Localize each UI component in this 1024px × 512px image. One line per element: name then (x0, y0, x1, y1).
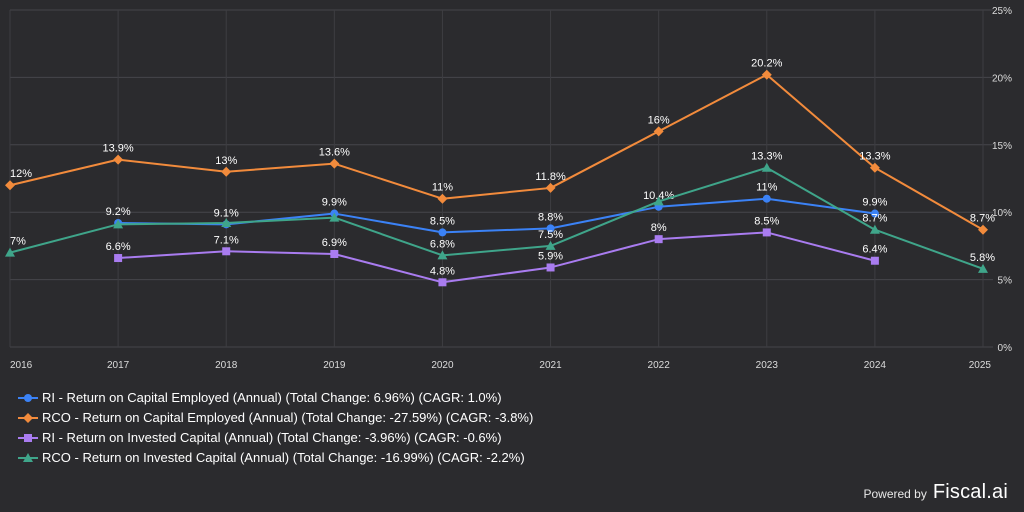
data-point (545, 182, 556, 193)
legend-item[interactable]: RI - Return on Capital Employed (Annual)… (18, 388, 533, 408)
data-label: 9.1% (214, 207, 239, 219)
data-point (438, 228, 447, 237)
line-chart: 0% 5% 10% 15% 20% 25% 2016 2017 2018 2019 2020 2021… (5, 6, 1013, 371)
data-point (762, 228, 771, 237)
data-label: 13.6% (319, 147, 350, 159)
brand-logo: Fiscal.ai (932, 481, 1008, 503)
data-label: 8.5% (754, 215, 779, 227)
data-label: 6.6% (106, 241, 131, 253)
data-point (113, 154, 124, 165)
legend-label: RI - Return on Capital Employed (Annual)… (42, 390, 502, 405)
data-point (761, 162, 772, 172)
legend-marker-icon (18, 434, 38, 442)
data-label: 9.9% (862, 197, 887, 209)
y-tick-label: 15% (992, 141, 1012, 152)
legend-marker-icon (18, 413, 38, 423)
branding: Powered by Fiscal.ai (863, 481, 1008, 504)
data-label: 9.2% (106, 206, 131, 218)
data-point (546, 263, 555, 272)
data-point (329, 212, 340, 222)
data-point (5, 247, 15, 257)
data-point (221, 166, 232, 177)
legend-label: RI - Return on Invested Capital (Annual)… (42, 430, 502, 445)
data-point (978, 263, 988, 273)
data-label: 8.5% (430, 215, 455, 227)
data-point (330, 249, 339, 258)
data-point (653, 126, 664, 137)
legend-marker-icon (18, 394, 38, 402)
data-label: 8.8% (538, 211, 563, 223)
data-point (869, 224, 880, 234)
legend-label: RCO - Return on Capital Employed (Annual… (42, 410, 534, 425)
data-label: 7.5% (538, 229, 563, 241)
data-point (870, 256, 879, 265)
x-tick-label: 2016 (10, 360, 33, 371)
data-point (222, 247, 231, 256)
data-point (113, 219, 124, 229)
data-point (653, 196, 664, 206)
data-point (762, 194, 771, 203)
data-label: 6.4% (862, 244, 887, 256)
y-tick-label: 5% (998, 276, 1013, 287)
data-point (870, 209, 879, 218)
data-label: 4.8% (430, 265, 455, 277)
data-point (114, 254, 123, 263)
data-label: 7.1% (214, 234, 239, 246)
data-label: 20.2% (751, 58, 782, 70)
data-label: 9.9% (322, 197, 347, 209)
y-tick-label: 10% (992, 208, 1012, 219)
data-point (329, 158, 340, 169)
x-tick-label: 2023 (756, 360, 779, 371)
data-point (5, 180, 15, 191)
data-label: 6.9% (322, 237, 347, 249)
x-tick-label: 2024 (864, 360, 887, 371)
series-line (9, 166, 984, 270)
data-label: 7% (10, 236, 26, 248)
x-tick-label: 2021 (539, 360, 562, 371)
data-point (437, 193, 448, 204)
y-tick-label: 20% (992, 73, 1012, 84)
x-tick-label: 2025 (969, 360, 992, 371)
y-tick-label: 0% (998, 343, 1013, 354)
data-label: 11% (432, 182, 453, 194)
series-line (118, 231, 876, 284)
data-label: 8.7% (970, 213, 995, 225)
data-point (869, 162, 880, 173)
powered-by-text: Powered by (863, 487, 927, 501)
x-tick-label: 2019 (323, 360, 346, 371)
legend-item[interactable]: RCO - Return on Invested Capital (Annual… (18, 448, 533, 468)
y-tick-label: 25% (992, 6, 1012, 17)
legend-item[interactable]: RCO - Return on Capital Employed (Annual… (18, 408, 533, 428)
x-tick-label: 2022 (648, 360, 671, 371)
data-label: 11% (756, 182, 777, 194)
data-label: 5.8% (970, 252, 995, 264)
x-tick-label: 2017 (107, 360, 130, 371)
data-point (654, 235, 663, 244)
data-label: 8% (651, 222, 667, 234)
data-label: 11.8% (535, 171, 566, 183)
data-label: 13.9% (103, 143, 134, 155)
legend: RI - Return on Capital Employed (Annual)… (18, 388, 533, 468)
x-tick-label: 2020 (431, 360, 454, 371)
data-label: 13% (215, 155, 237, 167)
data-point (221, 217, 232, 227)
data-point (978, 224, 988, 235)
data-label: 12% (10, 168, 32, 180)
x-tick-label: 2018 (215, 360, 238, 371)
legend-marker-icon (18, 453, 38, 462)
legend-item[interactable]: RI - Return on Invested Capital (Annual)… (18, 428, 533, 448)
data-label: 8.7% (862, 213, 887, 225)
data-point (438, 278, 447, 287)
legend-label: RCO - Return on Invested Capital (Annual… (42, 450, 525, 465)
data-point (437, 250, 448, 260)
data-point (761, 69, 772, 80)
data-label: 6.8% (430, 238, 455, 250)
data-label: 16% (648, 114, 670, 126)
data-label: 13.3% (751, 151, 782, 163)
data-label: 13.3% (859, 151, 890, 163)
data-point (545, 240, 556, 250)
series-line (9, 73, 984, 231)
data-label: 5.9% (538, 250, 563, 262)
data-point (546, 224, 555, 233)
